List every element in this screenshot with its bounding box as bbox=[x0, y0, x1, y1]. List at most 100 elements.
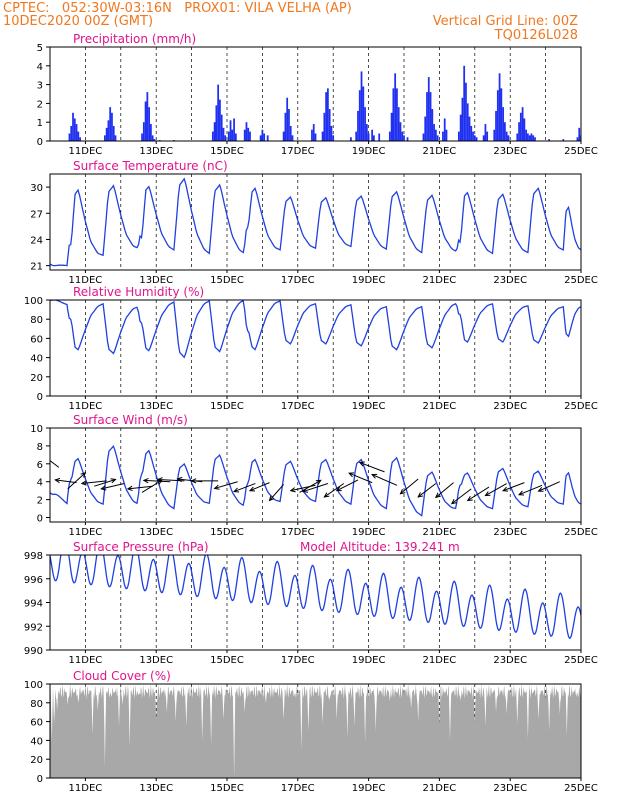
precip-bar bbox=[394, 73, 397, 141]
x-tick-label: 13DEC bbox=[139, 146, 173, 157]
wind-vector bbox=[94, 478, 116, 487]
y-tick-label: 40 bbox=[30, 354, 43, 365]
wind-vector-head bbox=[335, 486, 342, 492]
precip-bar bbox=[261, 129, 264, 141]
precip-bar bbox=[263, 133, 266, 141]
series-line-1 bbox=[50, 177, 581, 267]
wind-vector bbox=[485, 483, 507, 497]
wind-vector-head bbox=[502, 486, 509, 492]
x-tick-label: 23DEC bbox=[493, 783, 527, 794]
model-altitude: Model Altitude: 139.241 m bbox=[300, 540, 460, 554]
precip-bar bbox=[70, 125, 73, 141]
precip-bar bbox=[249, 131, 251, 141]
x-tick-label: 21DEC bbox=[423, 275, 457, 286]
y-tick-label: 60 bbox=[30, 334, 43, 345]
precip-bar bbox=[468, 116, 471, 141]
precip-bar bbox=[373, 135, 375, 141]
precip-bar bbox=[482, 135, 485, 141]
precip-bar bbox=[457, 131, 460, 141]
x-tick-label: 15DEC bbox=[210, 401, 244, 412]
x-tick-label: 23DEC bbox=[493, 655, 527, 666]
wind-vector bbox=[290, 484, 316, 492]
y-tick-label: 0 bbox=[37, 137, 43, 148]
precip-bar bbox=[436, 135, 439, 141]
wind-vector-head bbox=[268, 495, 275, 502]
y-tick-label: 21 bbox=[30, 262, 43, 273]
precip-bar bbox=[243, 129, 246, 141]
precip-bar bbox=[148, 107, 151, 141]
x-tick-label: 19DEC bbox=[352, 275, 386, 286]
precip-bar bbox=[427, 77, 430, 141]
precip-bar bbox=[222, 127, 225, 141]
precip-bar bbox=[528, 135, 531, 141]
x-tick-label: 21DEC bbox=[423, 527, 457, 538]
precip-bar bbox=[73, 118, 76, 141]
wind-vector-head bbox=[315, 479, 322, 485]
wind-vector-head bbox=[110, 478, 117, 484]
precip-bar bbox=[111, 112, 113, 141]
precip-bar bbox=[399, 122, 402, 141]
precip-bar bbox=[367, 133, 370, 141]
wind-vector-head bbox=[100, 485, 107, 491]
precip-bar bbox=[215, 105, 218, 141]
y-tick-label: 3 bbox=[37, 81, 43, 92]
y-tick-label: 27 bbox=[30, 209, 43, 220]
x-tick-label: 11DEC bbox=[69, 655, 103, 666]
precip-bar bbox=[350, 137, 352, 141]
precip-bar bbox=[390, 112, 393, 141]
x-tick-label: 17DEC bbox=[281, 527, 315, 538]
wind-vector bbox=[143, 479, 171, 483]
x-tick-label: 17DEC bbox=[281, 146, 315, 157]
precip-bar bbox=[495, 110, 497, 141]
y-tick-label: 990 bbox=[24, 646, 43, 657]
precip-bar bbox=[327, 88, 329, 141]
wind-vector bbox=[233, 483, 256, 493]
wind-vector-head bbox=[248, 486, 256, 492]
precip-bar bbox=[434, 129, 437, 141]
wind-vector-head bbox=[434, 492, 441, 499]
wind-vector-head bbox=[213, 484, 220, 490]
precip-bar bbox=[424, 116, 427, 141]
precip-bar bbox=[233, 118, 235, 141]
wind-vector-head bbox=[466, 496, 473, 502]
wind-vector bbox=[269, 484, 285, 501]
precip-bar bbox=[217, 84, 220, 141]
x-tick-label: 15DEC bbox=[210, 527, 244, 538]
precip-bar bbox=[442, 131, 444, 141]
x-tick-label: 21DEC bbox=[423, 783, 457, 794]
y-tick-label: 5 bbox=[37, 43, 43, 54]
panel-5 bbox=[46, 683, 582, 781]
x-tick-label: 19DEC bbox=[352, 401, 386, 412]
precip-bar bbox=[406, 137, 409, 141]
precip-bar bbox=[507, 135, 510, 141]
y-tick-label: 8 bbox=[37, 442, 43, 453]
precip-bar bbox=[504, 122, 506, 141]
precip-bar bbox=[109, 107, 112, 141]
wind-vector-head bbox=[371, 473, 378, 479]
x-tick-label: 17DEC bbox=[281, 655, 315, 666]
wind-vector-head bbox=[126, 485, 133, 492]
series-line-2 bbox=[50, 300, 581, 359]
wind-vector-head bbox=[176, 476, 183, 483]
precip-bar bbox=[75, 124, 78, 141]
precip-bar bbox=[396, 88, 398, 141]
wind-vector bbox=[348, 472, 373, 484]
x-tick-label: 25DEC bbox=[564, 401, 598, 412]
precip-bar bbox=[397, 107, 400, 141]
y-tick-label: 40 bbox=[30, 736, 43, 747]
wind-vector bbox=[67, 472, 86, 490]
wind-vector-head bbox=[142, 477, 149, 484]
y-tick-label: 2 bbox=[37, 496, 43, 507]
x-tick-label: 23DEC bbox=[493, 401, 527, 412]
precip-bar bbox=[364, 107, 366, 141]
wind-vector bbox=[302, 483, 329, 493]
wind-vector bbox=[249, 482, 270, 492]
x-tick-label: 21DEC bbox=[423, 146, 457, 157]
wind-vector-head bbox=[348, 472, 355, 478]
precip-bar bbox=[142, 122, 145, 141]
precip-bar bbox=[291, 135, 294, 141]
precip-bar bbox=[77, 131, 80, 141]
precip-bar bbox=[211, 131, 214, 141]
precip-bar bbox=[314, 133, 317, 141]
precip-bar bbox=[518, 122, 520, 141]
